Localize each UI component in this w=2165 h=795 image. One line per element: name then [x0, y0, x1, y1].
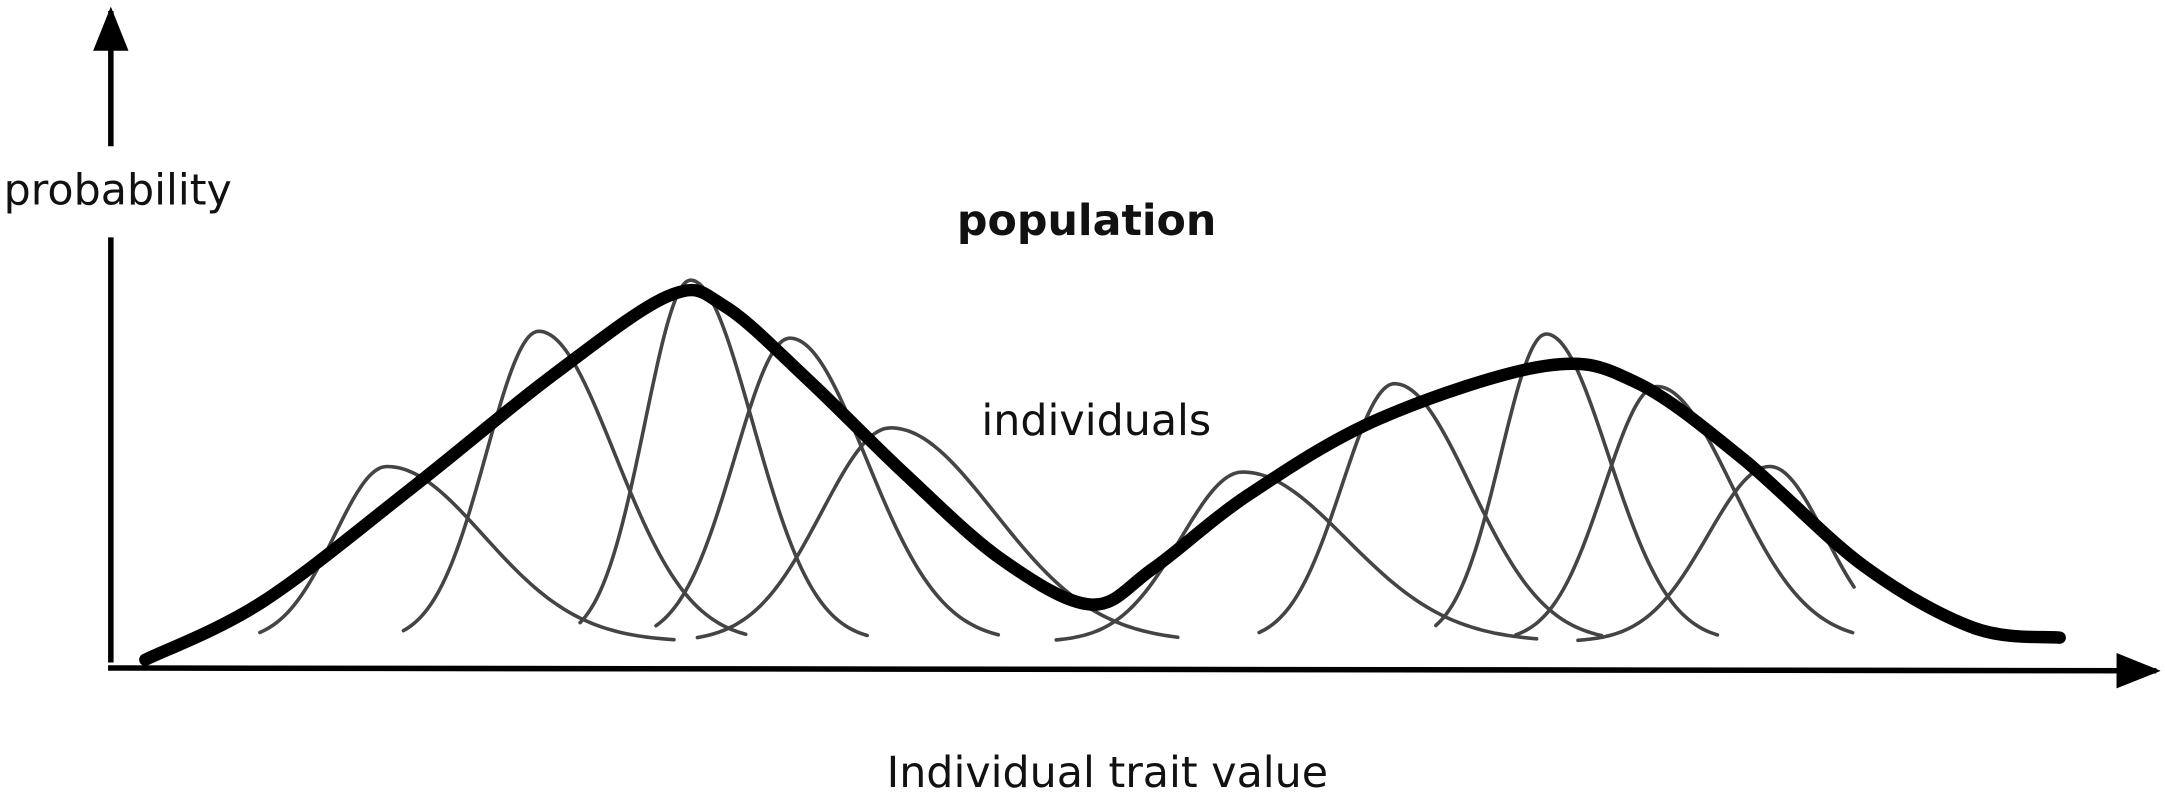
individuals-label: individuals	[981, 396, 1211, 446]
individual-curve	[654, 336, 1001, 637]
individual-curve	[1257, 381, 1604, 638]
x-axis-label: Individual trait value	[887, 748, 1328, 795]
individual-curves	[258, 278, 1856, 643]
individual-curve	[695, 426, 1180, 640]
individual-curve	[1514, 384, 1855, 637]
population-label: population	[957, 196, 1217, 246]
individual-curve	[578, 278, 869, 638]
individual-curve	[401, 329, 748, 637]
x-axis	[108, 653, 2161, 689]
individual-curve	[1054, 470, 1539, 642]
y-axis-label: probability	[4, 166, 232, 216]
population-curve	[139, 283, 2066, 666]
individual-curve	[1576, 464, 1856, 643]
